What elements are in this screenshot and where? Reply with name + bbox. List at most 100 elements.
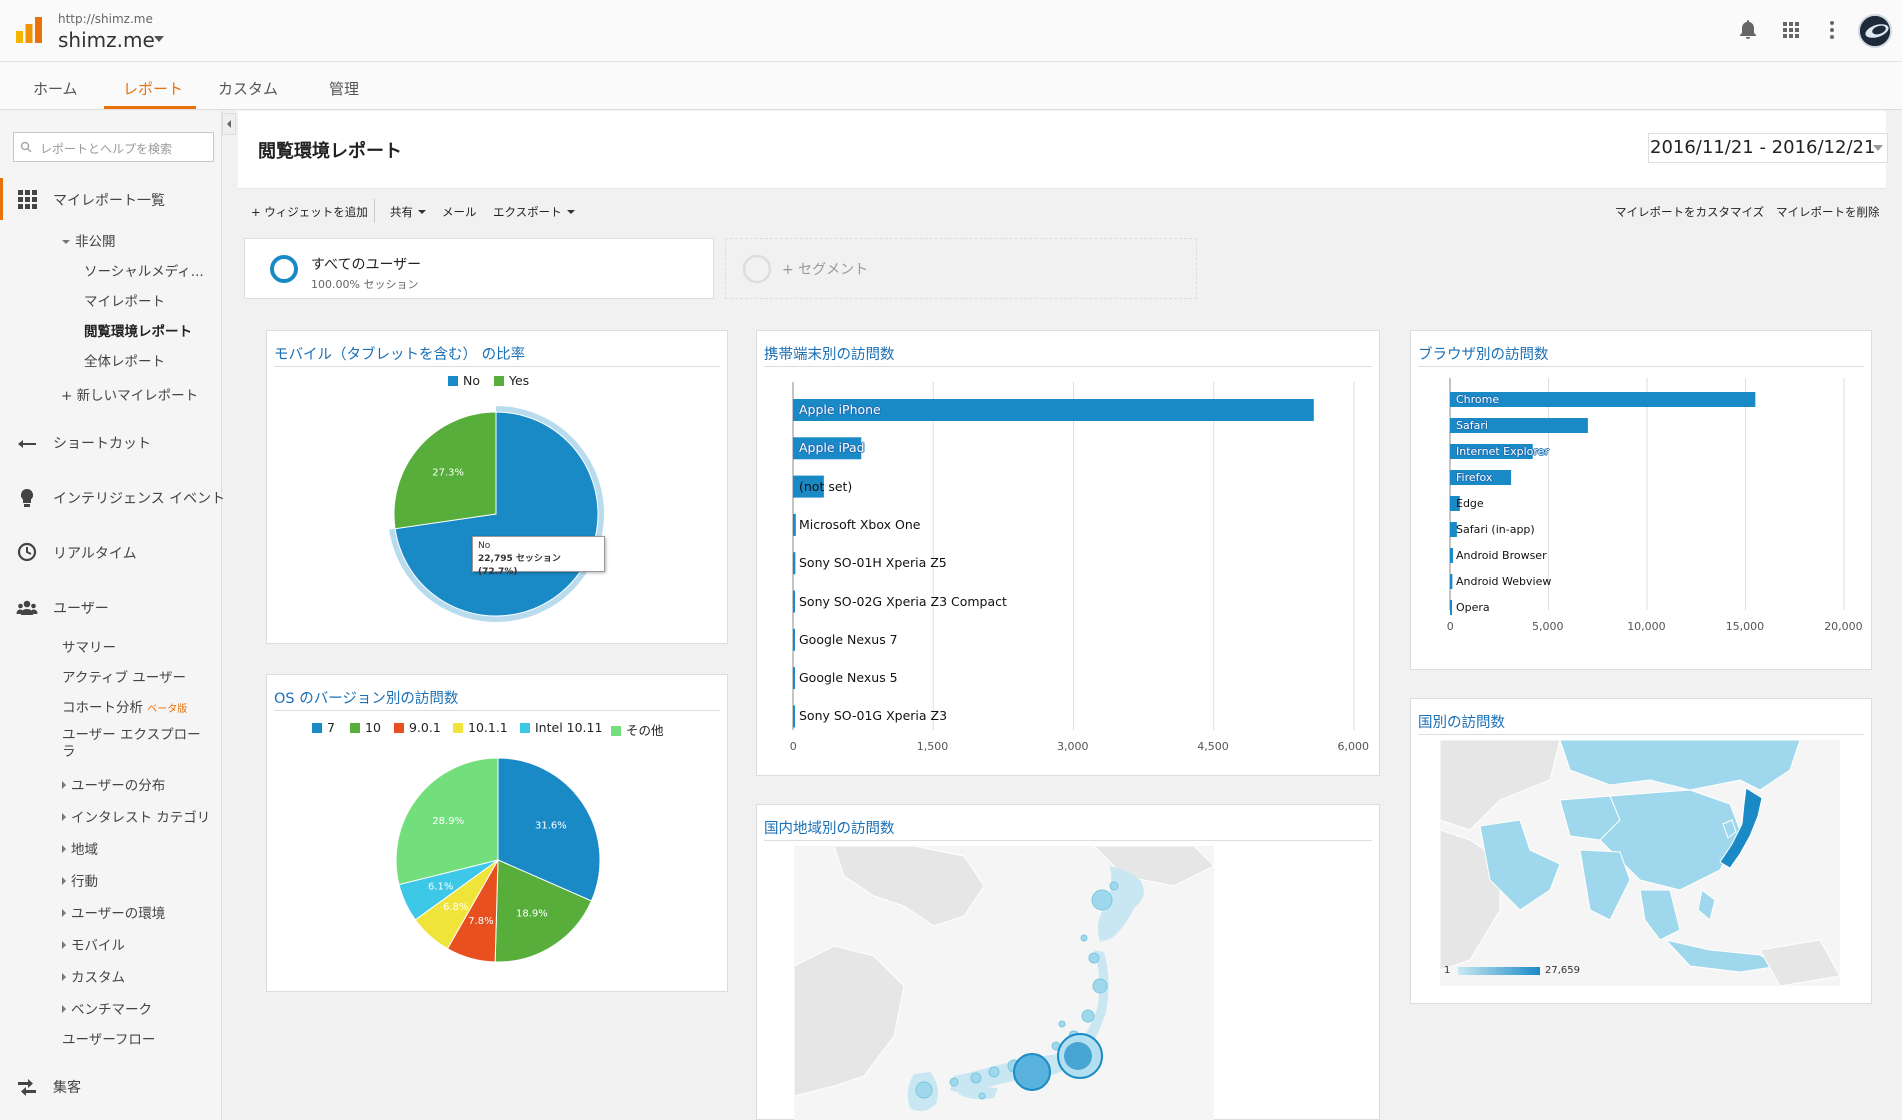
bar[interactable] — [793, 667, 795, 690]
sidebar-item-my-reports[interactable]: マイレポート一覧 — [53, 193, 165, 209]
sidebar-item-acquisition[interactable]: 集客 — [53, 1080, 81, 1096]
widget-title[interactable]: ブラウザ別の訪問数 — [1418, 347, 1549, 363]
chevron-down-icon[interactable] — [1873, 145, 1883, 151]
sidebar-item-active-users[interactable]: アクティブ ユーザー — [62, 670, 187, 686]
sidebar-item-interests[interactable]: インタレスト カテゴリ — [62, 806, 210, 826]
device-bar-chart[interactable] — [756, 370, 1380, 750]
sidebar-item-geo[interactable]: 地域 — [62, 838, 98, 858]
middle-east-shape — [1479, 819, 1561, 911]
widget-divider — [274, 710, 720, 711]
sidebar-item-cohort[interactable]: コホート分析 ベータ版 — [62, 696, 187, 716]
add-segment-button[interactable]: + セグメント — [725, 238, 1197, 299]
sidebar-item-behavior[interactable]: 行動 — [62, 870, 98, 890]
pie-slice-label: 28.9% — [432, 816, 464, 827]
sidebar-item-technology[interactable]: ユーザーの環境 — [62, 902, 165, 922]
email-button[interactable]: メール — [442, 205, 477, 219]
bar[interactable] — [1450, 470, 1512, 485]
widget-title[interactable]: 国別の訪問数 — [1418, 715, 1505, 731]
pie-tooltip: No 22,795 セッション (72.7%) — [472, 536, 605, 577]
caret-down-icon — [566, 210, 575, 214]
pie-slice[interactable] — [393, 411, 497, 530]
page-title: 閲覧環境レポート — [258, 141, 402, 162]
caret-right-icon — [62, 973, 66, 981]
bar[interactable] — [793, 513, 796, 536]
sidebar-item-summary[interactable]: サマリー — [62, 640, 116, 656]
bar[interactable] — [1450, 392, 1756, 407]
apps-grid-icon[interactable] — [1779, 18, 1803, 42]
widget-title[interactable]: 国内地域別の訪問数 — [764, 821, 895, 837]
tab-admin[interactable]: 管理 — [329, 80, 360, 98]
add-widget-button[interactable]: + ウィジェットを追加 — [251, 205, 368, 219]
search-input[interactable]: レポートとヘルプを検索 — [13, 132, 214, 162]
segment-sub: 100.00% セッション — [311, 278, 419, 291]
bar[interactable] — [793, 705, 795, 728]
bar[interactable] — [1450, 496, 1460, 511]
sidebar-item-browsing-report[interactable]: 閲覧環境レポート — [84, 324, 192, 340]
japan-region-map[interactable] — [794, 846, 1214, 1120]
tab-home[interactable]: ホーム — [33, 80, 78, 98]
delete-report-button[interactable]: マイレポートを削除 — [1776, 205, 1880, 219]
x-tick-label: 20,000 — [1824, 620, 1863, 633]
sidebar-item-custom[interactable]: カスタム — [62, 966, 125, 986]
sidebar-item-benchmark[interactable]: ベンチマーク — [62, 998, 152, 1018]
widget-title[interactable]: 携帯端末別の訪問数 — [764, 347, 895, 363]
collapse-sidebar-button[interactable] — [222, 113, 236, 135]
bar[interactable] — [793, 399, 1314, 421]
sidebar-item-social-media[interactable]: ソーシャルメディ... — [84, 264, 204, 280]
sidebar-item-overall-report[interactable]: 全体レポート — [84, 354, 165, 370]
share-button[interactable]: 共有 — [390, 204, 426, 220]
export-button[interactable]: エクスポート — [493, 204, 575, 220]
bar[interactable] — [1450, 444, 1533, 459]
sidebar-item-private[interactable]: 非公開 — [62, 230, 116, 250]
bar[interactable] — [793, 475, 824, 498]
widget-title[interactable]: OS のバージョン別の訪問数 — [274, 691, 459, 707]
sidebar-item-realtime[interactable]: リアルタイム — [53, 546, 137, 562]
more-vert-icon[interactable] — [1820, 18, 1844, 42]
bar[interactable] — [1450, 574, 1453, 589]
bar[interactable] — [1450, 522, 1457, 537]
pie-slice[interactable] — [497, 757, 601, 902]
asia-country-map[interactable] — [1440, 740, 1840, 986]
tab-reports[interactable]: レポート — [123, 80, 184, 98]
sidebar-item-users[interactable]: ユーザー — [53, 601, 109, 617]
customize-report-button[interactable]: マイレポートをカスタマイズ — [1615, 205, 1765, 219]
bar[interactable] — [793, 552, 796, 575]
sidebar-item-shortcut[interactable]: ショートカット — [53, 436, 151, 452]
pie-slice-label: 31.6% — [535, 820, 567, 831]
segment-all-users[interactable]: すべてのユーザー 100.00% セッション — [244, 238, 714, 299]
pie-slice[interactable] — [395, 757, 499, 886]
bar[interactable] — [1450, 600, 1452, 615]
bar[interactable] — [793, 628, 795, 651]
mobile-pie-chart[interactable]: 27.3% — [386, 404, 606, 624]
analytics-logo-icon[interactable] — [16, 17, 42, 43]
legend-label: 10.1.1 — [468, 720, 508, 735]
sidebar-item-intelligence[interactable]: インテリジェンス イベント — [53, 491, 226, 507]
site-name[interactable]: shimz.me — [58, 28, 155, 52]
chevron-down-icon[interactable] — [154, 36, 164, 42]
sidebar-item-my-report[interactable]: マイレポート — [84, 294, 165, 310]
bar[interactable] — [793, 590, 796, 613]
bar-category-label: Android Browser — [1456, 548, 1547, 562]
sidebar-item-mobile[interactable]: モバイル — [62, 934, 125, 954]
sidebar-item-mobile-label: モバイル — [71, 938, 125, 954]
sidebar-item-user-explorer[interactable]: ユーザー エクスプローラ — [62, 727, 201, 760]
sidebar-item-demographics[interactable]: ユーザーの分布 — [62, 774, 165, 794]
main-nav: ホーム レポート カスタム 管理 — [0, 62, 1902, 110]
bell-icon[interactable] — [1736, 18, 1760, 42]
bar[interactable] — [1450, 418, 1588, 433]
caret-down-icon — [418, 210, 426, 214]
india-shape — [1579, 849, 1631, 921]
date-range-picker[interactable]: 2016/11/21 - 2016/12/21 — [1648, 133, 1888, 163]
toolbar-divider — [374, 199, 375, 223]
sidebar-item-user-flow[interactable]: ユーザーフロー — [62, 1032, 156, 1048]
widget-title[interactable]: モバイル（タブレットを含む） の比率 — [274, 347, 526, 363]
bar[interactable] — [793, 437, 862, 460]
tab-custom[interactable]: カスタム — [218, 80, 279, 98]
browser-bar-chart[interactable] — [1410, 370, 1872, 650]
os-pie-chart[interactable]: 31.6% 18.9% 7.8%6.8% 6.1% 28.9% — [388, 750, 608, 970]
pie-slice[interactable] — [494, 859, 593, 963]
bar[interactable] — [1450, 548, 1453, 563]
bar-category-label: Edge — [1456, 496, 1484, 510]
sidebar-item-new-report[interactable]: + 新しいマイレポート — [61, 388, 199, 404]
avatar[interactable] — [1858, 14, 1892, 48]
